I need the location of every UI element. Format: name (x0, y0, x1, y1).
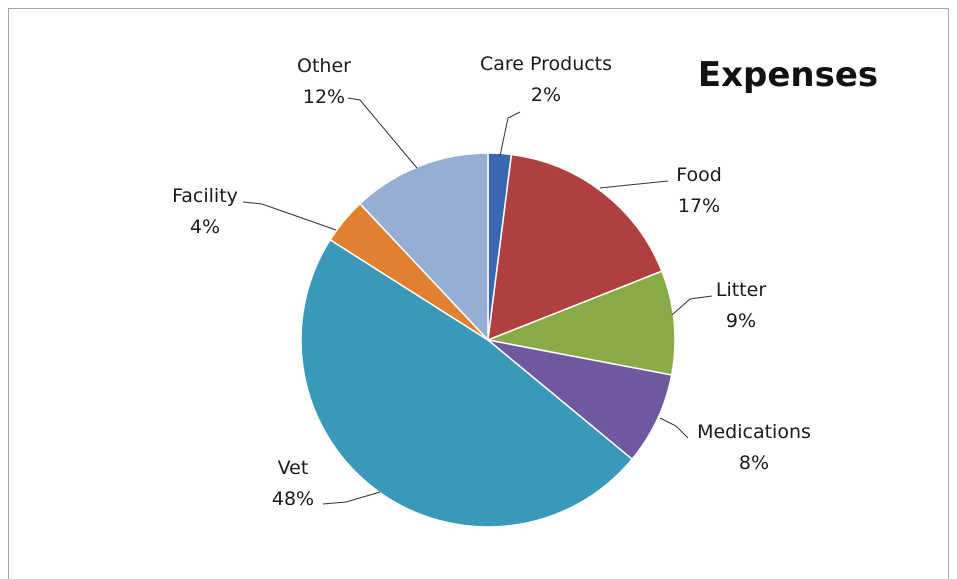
slice-label-percent: 17% (678, 195, 720, 217)
leader-line-vet (322, 491, 381, 505)
leader-line-facility (242, 201, 337, 231)
slice-label-name: Care Products (480, 53, 612, 75)
slice-label-percent: 2% (531, 84, 561, 106)
slice-label-percent: 48% (272, 488, 314, 510)
pie-slice-medications (487, 339, 673, 461)
slice-label-percent: 9% (726, 310, 756, 332)
slice-label-percent: 8% (739, 452, 769, 474)
leader-line-litter (671, 295, 713, 316)
slice-label-name: Facility (172, 185, 238, 207)
pie-slice-other (358, 152, 489, 342)
leader-line-medications (659, 417, 689, 439)
slice-label-percent: 12% (303, 86, 345, 108)
pie-slice-litter (485, 270, 676, 376)
pie-slice-food (487, 153, 663, 342)
slice-label-name: Litter (716, 279, 766, 301)
leader-line-food (599, 180, 669, 189)
slice-label-name: Medications (697, 421, 811, 443)
slice-label-percent: 4% (190, 216, 220, 238)
slice-label-name: Vet (278, 457, 309, 479)
pie-slice-vet (300, 238, 634, 528)
leader-line-other (347, 97, 418, 169)
slice-label-name: Other (297, 55, 351, 77)
slice-label-name: Food (676, 164, 722, 186)
leader-line-care-products (499, 111, 521, 157)
chart-title: Expenses (698, 55, 878, 95)
